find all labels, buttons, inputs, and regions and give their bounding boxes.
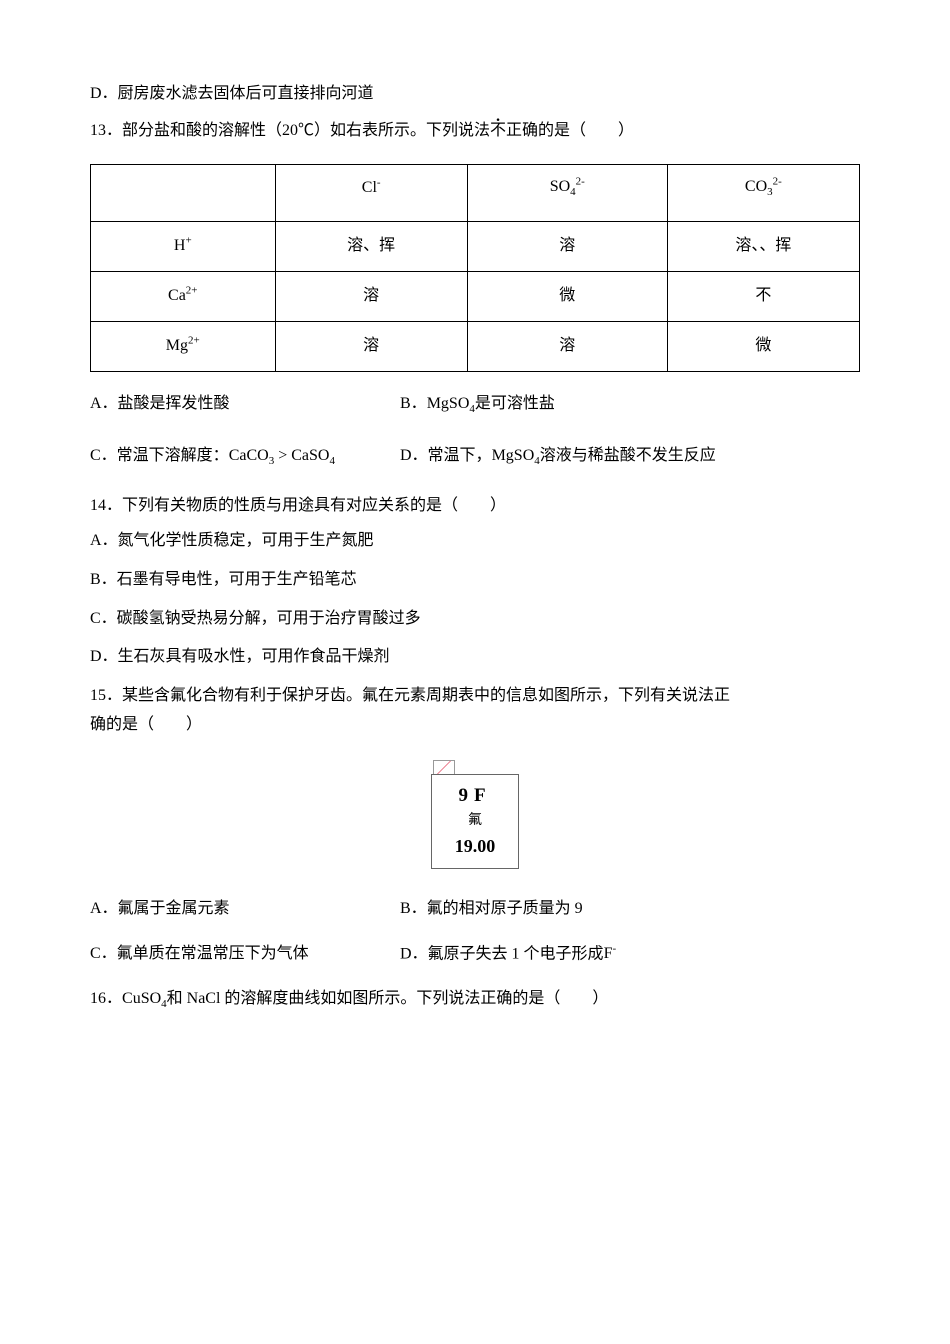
element-mass: 19.00 [440, 830, 510, 862]
q13-option-c: C．常温下溶解度：CaCO3 > CaSO4 [90, 442, 400, 472]
q13-option-a: A．盐酸是挥发性酸 [90, 390, 400, 420]
element-number-symbol: 9F [440, 779, 510, 813]
q13-paren: （ ） [570, 122, 634, 139]
q13-options-row2: C．常温下溶解度：CaCO3 > CaSO4 D．常温下，MgSO4溶液与稀盐酸… [90, 442, 860, 472]
table-header-blank [91, 164, 276, 221]
question-16: 16．CuSO4和 NaCl 的溶解度曲线如如图所示。下列说法正确的是（ ） [90, 985, 860, 1015]
option-d-prev: D．厨房废水滤去固体后可直接排向河道 [90, 80, 860, 109]
q14-option-a: A．氮气化学性质稳定，可用于生产氮肥 [90, 527, 860, 556]
question-15: 15．某些含氟化合物有利于保护牙齿。氟在元素周期表中的信息如图所示，下列有关说法… [90, 682, 860, 740]
element-card-tab [433, 760, 455, 774]
q15-option-c: C．氟单质在常温常压下为气体 [90, 940, 400, 969]
table-cell: 溶 [467, 221, 667, 271]
table-row-ca: Ca2+ [91, 272, 276, 322]
table-header-co3: CO32- [667, 164, 859, 221]
element-card-fluorine: 9F 氟 19.00 [431, 760, 519, 869]
table-cell: 溶 [275, 272, 467, 322]
q13-suffix: 正确的是 [506, 122, 570, 139]
q15-options-row1: A．氟属于金属元素 B．氟的相对原子质量为 9 [90, 895, 860, 924]
q14-option-b: B．石墨有导电性，可用于生产铅笔芯 [90, 566, 860, 595]
q14-option-d: D．生石灰具有吸水性，可用作食品干燥剂 [90, 643, 860, 672]
table-cell: 微 [467, 272, 667, 322]
q14-option-c: C．碳酸氢钠受热易分解，可用于治疗胃酸过多 [90, 605, 860, 634]
question-14: 14．下列有关物质的性质与用途具有对应关系的是（ ） [90, 492, 860, 521]
solubility-table: Cl- SO42- CO32- H+ 溶、挥 溶 溶、、挥 Ca2+ 溶 微 不… [90, 164, 860, 373]
table-row-h: H+ [91, 221, 276, 271]
q13-option-b: B．MgSO4是可溶性盐 [400, 390, 860, 420]
table-header-cl: Cl- [275, 164, 467, 221]
q13-option-d: D．常温下，MgSO4溶液与稀盐酸不发生反应 [400, 442, 860, 472]
element-name: 氟 [440, 813, 510, 830]
table-cell: 不 [667, 272, 859, 322]
q15-option-b: B．氟的相对原子质量为 9 [400, 895, 860, 924]
table-cell: 溶 [275, 322, 467, 372]
q13-emphasis-bu: 不 [490, 117, 506, 146]
q13-options-row1: A．盐酸是挥发性酸 B．MgSO4是可溶性盐 [90, 390, 860, 420]
table-cell: 溶、挥 [275, 221, 467, 271]
question-13: 13．部分盐和酸的溶解性（20℃）如右表所示。下列说法不正确的是（ ） [90, 117, 860, 146]
table-header-so4: SO42- [467, 164, 667, 221]
element-card-box: 9F 氟 19.00 [431, 774, 519, 869]
q15-option-d: D．氟原子失去 1 个电子形成F- [400, 940, 860, 969]
q13-prefix: 13．部分盐和酸的溶解性（20℃）如右表所示。下列说法 [90, 122, 490, 139]
table-row-mg: Mg2+ [91, 322, 276, 372]
q15-stem-line1: 15．某些含氟化合物有利于保护牙齿。氟在元素周期表中的信息如图所示，下列有关说法… [90, 682, 860, 711]
table-cell: 溶、、挥 [667, 221, 859, 271]
q15-options-row2: C．氟单质在常温常压下为气体 D．氟原子失去 1 个电子形成F- [90, 940, 860, 969]
q15-option-a: A．氟属于金属元素 [90, 895, 400, 924]
table-cell: 微 [667, 322, 859, 372]
table-cell: 溶 [467, 322, 667, 372]
q15-stem-line2: 确的是（ ） [90, 711, 860, 740]
